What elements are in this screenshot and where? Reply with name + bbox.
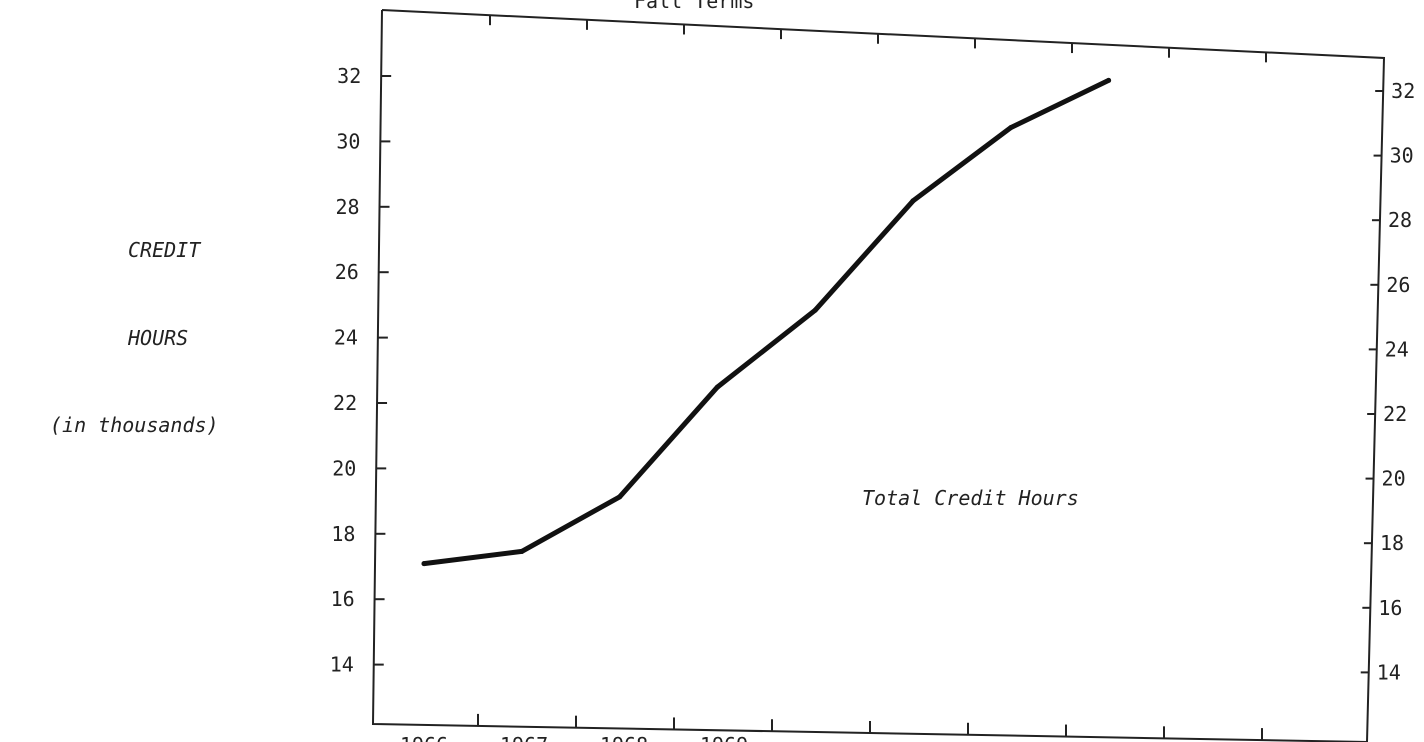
right-y-tick-label: 24: [1385, 337, 1409, 361]
right-y-tick-label: 18: [1380, 531, 1404, 555]
top-axis-ticks: [489, 15, 1267, 63]
left-axis-ticks: 14 16 18 20 22 24 26 28 30 32: [330, 64, 392, 677]
left-y-tick-label: 28: [336, 195, 360, 219]
left-y-tick-label: 20: [332, 456, 356, 480]
right-y-tick-label: 28: [1388, 208, 1412, 232]
right-y-tick-label: 30: [1390, 144, 1414, 168]
series-point: [714, 384, 720, 390]
left-y-tick-label: 24: [334, 326, 358, 350]
series-point: [910, 198, 916, 204]
series-point: [1106, 77, 1112, 83]
right-y-tick-label: 20: [1382, 467, 1406, 491]
series-point: [812, 307, 818, 313]
series-point: [617, 494, 623, 500]
series-point: [519, 548, 525, 554]
left-y-tick-label: 26: [335, 260, 359, 284]
series-annotation: Total Credit Hours: [862, 486, 1079, 510]
left-y-tick-label: 30: [336, 129, 360, 153]
right-y-tick-label: 32: [1391, 79, 1415, 103]
x-tick-label: 1969: [700, 733, 748, 742]
y-axis-label-line-3: (in thousands): [50, 413, 219, 437]
right-y-tick-label: 26: [1386, 273, 1410, 297]
right-axis-ticks: 14 16 18 20 22 24 26 28 30 32: [1360, 79, 1415, 684]
plot-frame: [371, 9, 1386, 742]
right-y-tick-label: 22: [1383, 402, 1407, 426]
left-y-tick-label: 32: [337, 64, 361, 88]
left-y-tick-label: 16: [331, 587, 355, 611]
x-tick-label: 1966: [400, 733, 448, 742]
left-y-tick-label: 18: [331, 522, 355, 546]
x-tick-label: 1967: [500, 733, 548, 742]
y-axis-label-line-1: CREDIT: [128, 238, 202, 262]
series-point: [1008, 125, 1014, 131]
right-y-tick-label: 16: [1378, 596, 1402, 620]
bottom-axis-ticks: 1966 1967 1968 1969: [400, 713, 1263, 742]
series-point: [421, 561, 427, 567]
series-line-total-credit-hours: [421, 77, 1112, 567]
left-y-tick-label: 22: [333, 391, 357, 415]
left-y-tick-label: 14: [330, 653, 354, 677]
right-y-tick-label: 14: [1377, 660, 1401, 684]
chart-title: Fall Terms: [634, 0, 754, 13]
y-axis-label-line-2: HOURS: [127, 326, 188, 350]
x-tick-label: 1968: [600, 733, 648, 742]
